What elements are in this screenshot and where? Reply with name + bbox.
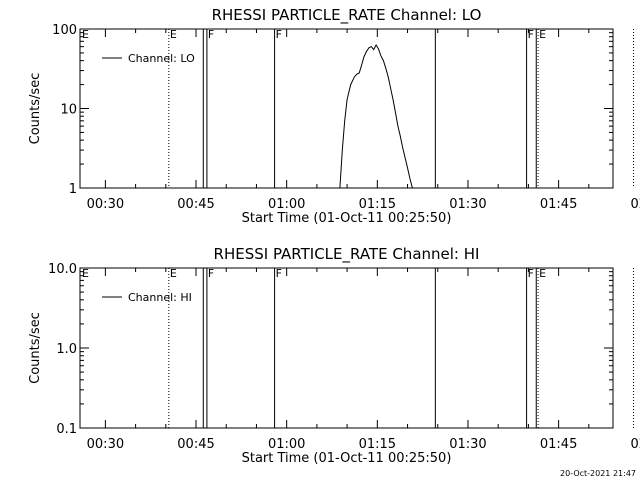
panel-1-x-tick-label: 01:45	[540, 197, 577, 212]
panel-1-x-tick-label: 00:45	[177, 197, 214, 212]
panel-2-x-tick-label: 00:45	[177, 437, 214, 452]
panel-2-x-tick-label: 02:00	[631, 437, 640, 452]
panel-1-y-tick-label: 100	[52, 23, 77, 38]
panel-1-y-axis-label: Counts/sec	[28, 73, 43, 145]
panel-1-x-tick-label: 01:15	[359, 197, 396, 212]
timestamp: 20-Oct-2021 21:47	[560, 469, 636, 478]
panel-1-x-tick-label: 01:30	[449, 197, 486, 212]
panel-1-marker-label: F	[276, 28, 282, 41]
panel-2-left-marker-label: E	[82, 267, 89, 280]
panel-1-left-marker-label: E	[82, 28, 89, 41]
panel-1-series-line	[339, 43, 413, 189]
panel-1-marker-label: E	[170, 28, 177, 41]
panel-2-marker-label: E	[539, 267, 546, 280]
panel-1-marker-label: F	[528, 28, 534, 41]
panel-2-marker-label: F	[208, 267, 214, 280]
panel-2-legend-label: Channel: HI	[128, 291, 192, 304]
panel-1-marker-label: E	[539, 28, 546, 41]
panel-2-marker-label: F	[276, 267, 282, 280]
panel-2-x-tick-label: 01:45	[540, 437, 577, 452]
panel-1-title: RHESSI PARTICLE_RATE Channel: LO	[212, 6, 482, 25]
panel-1-x-tick-label: 00:30	[87, 197, 124, 212]
panel-1-marker-label: F	[208, 28, 214, 41]
panel-2-x-axis-label: Start Time (01-Oct-11 00:25:50)	[242, 451, 452, 466]
panel-2-y-tick-label: 1.0	[56, 342, 77, 357]
panel-1-y-tick-label: 10	[60, 103, 77, 118]
panel-2-title: RHESSI PARTICLE_RATE Channel: HI	[214, 245, 480, 264]
panel-1-x-axis-label: Start Time (01-Oct-11 00:25:50)	[242, 211, 452, 226]
panel-2-marker-label: F	[528, 267, 534, 280]
panel-2-y-axis-label: Counts/sec	[28, 312, 43, 384]
panel-2-y-tick-label: 0.1	[56, 422, 77, 437]
panel-2-x-tick-label: 01:15	[359, 437, 396, 452]
panel-2-x-tick-label: 01:00	[268, 437, 305, 452]
panel-2-x-tick-label: 00:30	[87, 437, 124, 452]
panel-1-y-tick-label: 1	[69, 182, 77, 197]
panel-2-marker-label: E	[170, 267, 177, 280]
panel-1-x-tick-label: 02:00	[631, 197, 640, 212]
panel-2-y-tick-label: 10.0	[48, 262, 77, 277]
panel-1-legend-label: Channel: LO	[128, 52, 195, 65]
panel-2-x-tick-label: 01:30	[449, 437, 486, 452]
panel-1-x-tick-label: 01:00	[268, 197, 305, 212]
